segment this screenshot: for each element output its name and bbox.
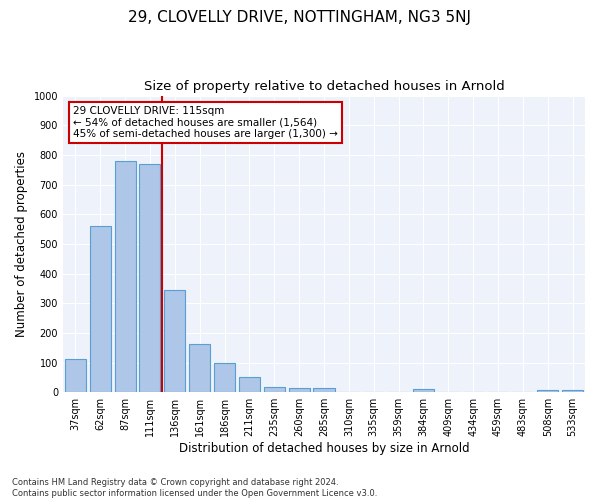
Bar [214,363,235,392]
Title: Size of property relative to detached houses in Arnold: Size of property relative to detached ho… [143,80,505,93]
Bar [239,377,260,392]
Bar [139,164,160,392]
Bar [537,390,558,392]
Text: 29 CLOVELLY DRIVE: 115sqm
← 54% of detached houses are smaller (1,564)
45% of se: 29 CLOVELLY DRIVE: 115sqm ← 54% of detac… [73,106,338,139]
Bar [115,161,136,392]
Bar [263,387,285,392]
X-axis label: Distribution of detached houses by size in Arnold: Distribution of detached houses by size … [179,442,469,455]
Bar [89,226,111,392]
Bar [65,359,86,392]
Bar [164,290,185,392]
Bar [413,389,434,392]
Bar [562,390,583,392]
Text: 29, CLOVELLY DRIVE, NOTTINGHAM, NG3 5NJ: 29, CLOVELLY DRIVE, NOTTINGHAM, NG3 5NJ [128,10,472,25]
Bar [313,388,335,392]
Bar [289,388,310,392]
Bar [189,344,210,392]
Y-axis label: Number of detached properties: Number of detached properties [15,151,28,337]
Text: Contains HM Land Registry data © Crown copyright and database right 2024.
Contai: Contains HM Land Registry data © Crown c… [12,478,377,498]
